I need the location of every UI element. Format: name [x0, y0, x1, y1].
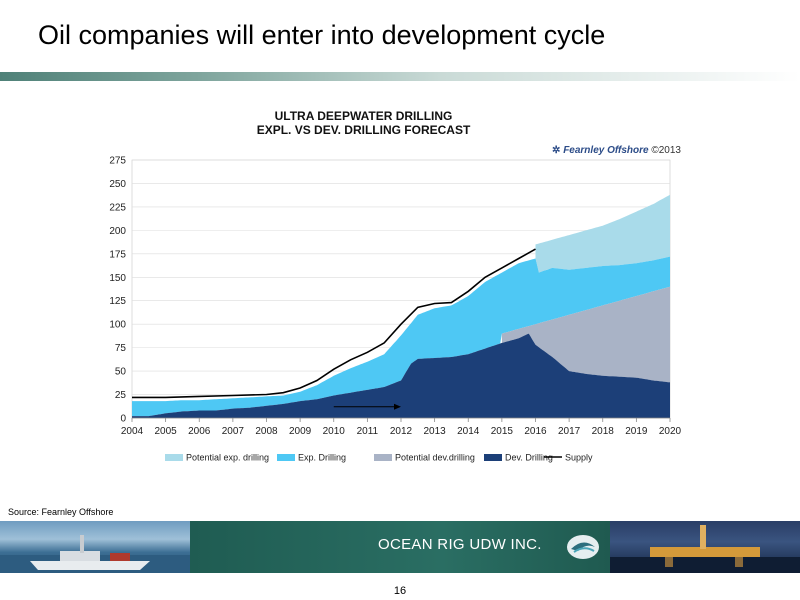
x-tick-label: 2011: [357, 426, 379, 437]
slide-title: Oil companies will enter into developmen…: [38, 20, 606, 50]
drilling-rig-photo: [610, 521, 800, 573]
y-tick-label: 250: [109, 179, 126, 190]
supply-line: [132, 248, 536, 399]
y-tick-label: 100: [109, 320, 126, 331]
legend-label-supply: Supply: [565, 453, 593, 463]
x-tick-label: 2019: [625, 426, 648, 437]
legend-label-dev: Dev. Drilling: [505, 453, 553, 463]
legend-swatch-potential-dev: [374, 454, 392, 461]
x-tick-label: 2012: [390, 426, 413, 437]
x-tick-label: 2013: [424, 426, 447, 437]
company-name: OCEAN RIG UDW INC.: [378, 536, 542, 553]
y-tick-label: 200: [109, 226, 126, 237]
x-tick-label: 2016: [524, 426, 547, 437]
y-tick-label: 25: [115, 390, 127, 401]
x-tick-label: 2018: [592, 426, 615, 437]
y-tick-label: 75: [115, 343, 127, 354]
drillship-illustration-icon: [0, 535, 190, 573]
y-tick-label: 0: [120, 414, 126, 425]
drilling-rig-illustration-icon: [610, 525, 800, 573]
y-tick-label: 150: [109, 273, 126, 284]
legend-swatch-exp: [277, 454, 295, 461]
chart-title-line-2: EXPL. VS DEV. DRILLING FORECAST: [256, 123, 471, 137]
legend-swatch-potential-exp: [165, 454, 183, 461]
drillship-photo: [0, 521, 190, 573]
ocean-rig-logo-icon: [566, 533, 600, 566]
legend-label-potential-dev: Potential dev.drilling: [395, 453, 475, 463]
footer-company-band: OCEAN RIG UDW INC.: [190, 521, 610, 573]
legend-label-potential-exp: Potential exp. drilling: [186, 453, 269, 463]
x-tick-label: 2004: [121, 426, 144, 437]
annotation-arrow-head: [394, 403, 401, 410]
dev-drilling-area: [132, 333, 670, 418]
chart-title: ULTRA DEEPWATER DRILLING EXPL. VS DEV. D…: [95, 109, 632, 137]
potential-exp-drilling-area: [535, 194, 670, 273]
y-tick-label: 275: [109, 156, 126, 167]
y-tick-label: 125: [109, 296, 126, 307]
chart-svg: 0 25 50 75 100 125 150 175 200 225 250 275 2004 2005 2…: [109, 156, 682, 463]
x-tick-label: 2014: [457, 426, 480, 437]
x-tick-label: 2005: [155, 426, 178, 437]
source-note: Source: Fearnley Offshore: [8, 507, 114, 517]
x-tick-label: 2010: [323, 426, 346, 437]
x-tick-label: 2009: [289, 426, 312, 437]
brand-name: Fearnley Offshore: [563, 145, 649, 156]
x-tick-label: 2008: [255, 426, 278, 437]
legend-swatch-dev: [484, 454, 502, 461]
chart-container: 0 25 50 75 100 125 150 175 200 225 250 275 2004 2005 2…: [95, 100, 695, 475]
page-number: 16: [393, 585, 407, 597]
brand-copyright: ©2013: [651, 145, 681, 156]
x-tick-label: 2007: [222, 426, 245, 437]
x-tick-label: 2020: [659, 426, 682, 437]
x-tick-label: 2017: [558, 426, 581, 437]
title-underline-bar: [0, 72, 800, 81]
potential-dev-drilling-area: [501, 286, 670, 383]
exp-drilling-area: [132, 256, 670, 417]
y-tick-label: 50: [115, 367, 127, 378]
legend-label-exp: Exp. Drilling: [298, 453, 346, 463]
brand-label: ✲ Fearnley Offshore ©2013: [552, 145, 681, 156]
y-tick-label: 225: [109, 202, 126, 213]
y-tick-label: 175: [109, 249, 126, 260]
footer-banner: OCEAN RIG UDW INC.: [0, 521, 800, 573]
x-tick-label: 2015: [491, 426, 514, 437]
chart-title-line-1: ULTRA DEEPWATER DRILLING: [274, 109, 453, 123]
fearnley-logo-icon: ✲: [552, 145, 561, 156]
x-tick-label: 2006: [188, 426, 211, 437]
